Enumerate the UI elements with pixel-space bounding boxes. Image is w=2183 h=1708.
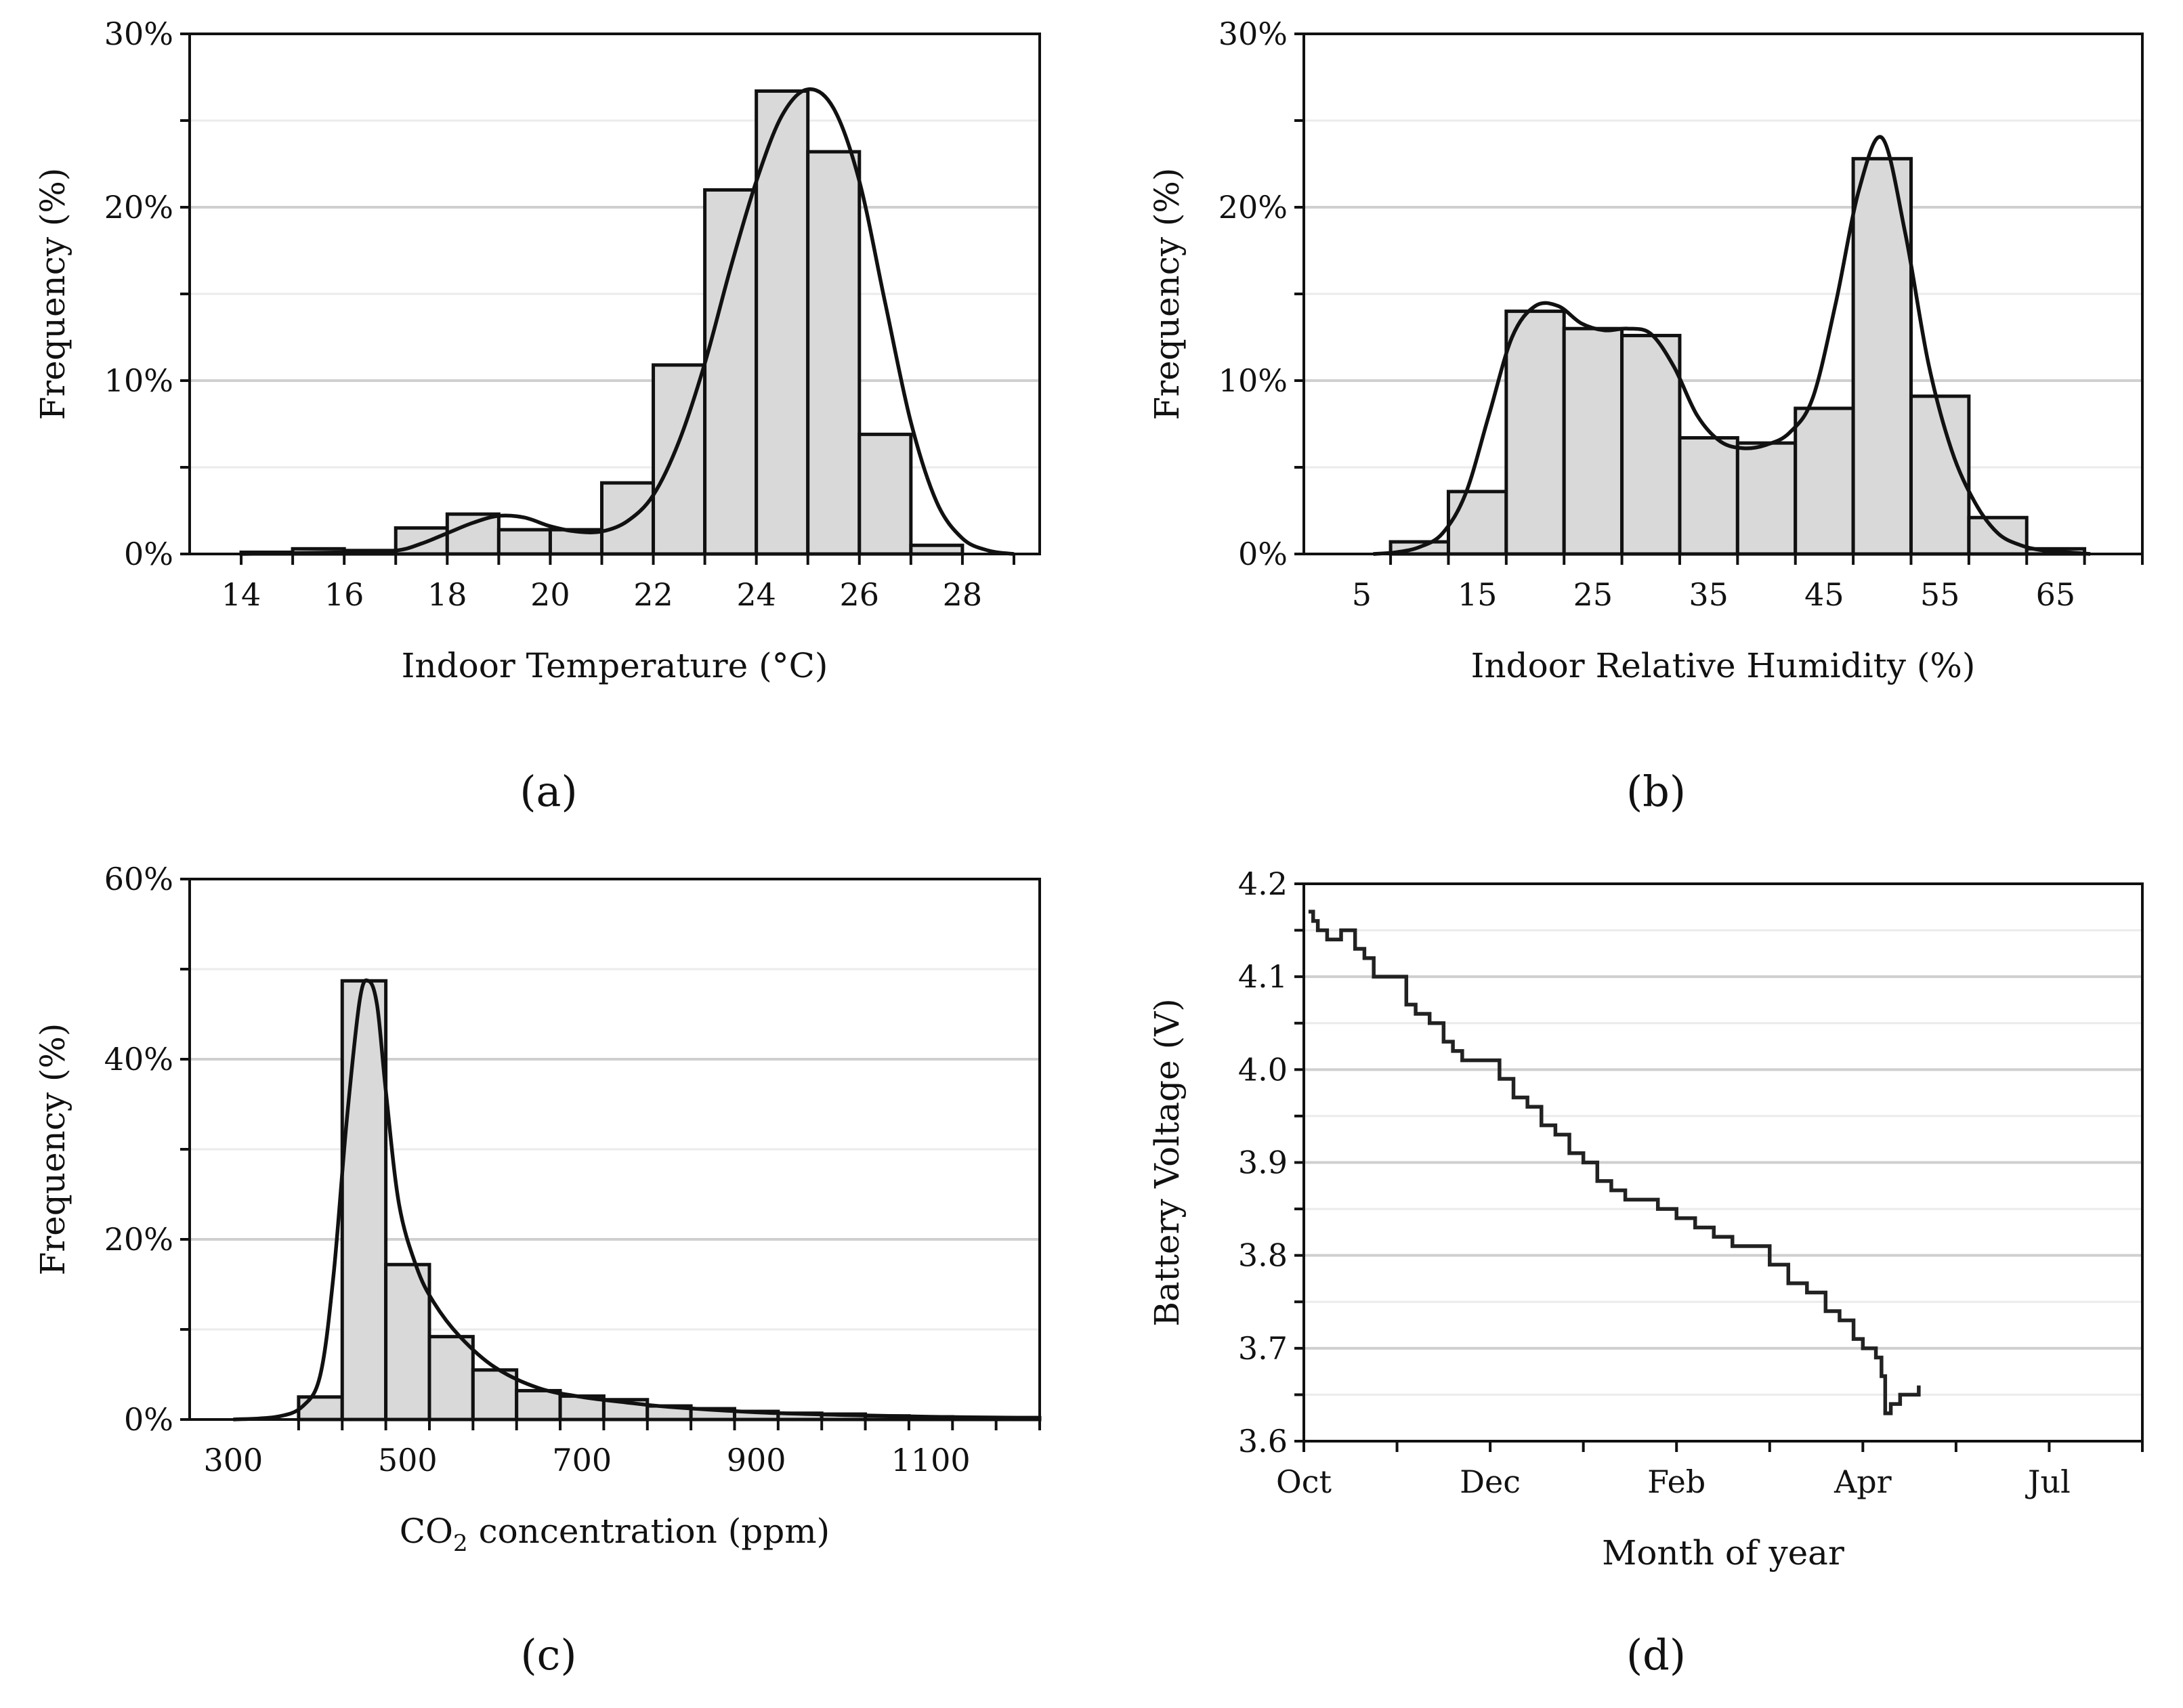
x-tick-label: 20 — [530, 576, 570, 613]
y-tick-label: 4.1 — [1238, 958, 1288, 995]
panel-label-a: (a) — [520, 767, 577, 816]
y-tick-label: 20% — [104, 189, 173, 226]
panel-d: 3.6 3.7 3.8 3.9 4.0 4.1 4.2 Oct Dec Feb Apr Jul Mont… — [1147, 866, 2144, 1573]
y-tick-label: 20% — [104, 1221, 173, 1258]
x-tick-label: 25 — [1573, 576, 1613, 613]
histogram-bar — [806, 150, 862, 556]
x-tick-label: Jul — [2025, 1464, 2071, 1500]
y-tick-label: 30% — [104, 16, 173, 52]
y-tick-label: 4.2 — [1238, 866, 1288, 902]
distribution-fit-curve — [241, 87, 1015, 556]
x-tick-label: Dec — [1460, 1464, 1521, 1500]
series-line-battery-voltage — [1308, 910, 1921, 1415]
x-tick-label: 26 — [840, 576, 880, 613]
x-tick-label: Feb — [1647, 1464, 1705, 1500]
histogram-bar — [340, 979, 388, 1422]
x-tick-label: Oct — [1276, 1464, 1332, 1500]
y-tick-label: 3.8 — [1238, 1237, 1288, 1274]
histogram-bar — [857, 432, 913, 556]
histogram-bar — [1909, 394, 1971, 556]
histogram-bar — [445, 512, 501, 556]
histogram-bar — [496, 528, 552, 556]
panel-c: 0% 20% 40% 60% 300 500 700 900 1100 CO2 concentra… — [33, 861, 1042, 1557]
histogram-bar — [297, 1395, 344, 1422]
x-tick-label: 900 — [727, 1442, 786, 1478]
x-tick-label: 24 — [736, 576, 776, 613]
x-axis-label: Month of year — [1602, 1533, 1844, 1573]
x-tick-label: 65 — [2036, 576, 2076, 613]
x-axis-label: Indoor Temperature (°C) — [402, 646, 828, 685]
histogram-bar — [1504, 309, 1566, 556]
y-tick-label: 60% — [104, 861, 173, 897]
y-tick-label: 0% — [124, 536, 173, 572]
y-axis-label: Battery Voltage (V) — [1147, 998, 1187, 1327]
histogram-bar — [599, 481, 656, 556]
histogram-bar — [755, 89, 810, 556]
x-axis-label-main: CO — [400, 1512, 453, 1551]
x-tick-label: 700 — [552, 1442, 612, 1478]
x-tick-label: 16 — [324, 576, 364, 613]
y-axis-label: Frequency (%) — [33, 1023, 72, 1276]
x-axis-label-rest: concentration (ppm) — [468, 1512, 830, 1551]
y-tick-label: 3.7 — [1238, 1330, 1288, 1367]
y-tick-label: 10% — [104, 362, 173, 399]
y-tick-label: 4.0 — [1238, 1051, 1288, 1088]
histogram-bar — [1678, 435, 1739, 556]
y-tick-label: 40% — [104, 1041, 173, 1077]
histogram-bar — [515, 1388, 562, 1422]
histogram-bar — [1620, 333, 1682, 556]
x-axis-label-subscript: 2 — [453, 1530, 468, 1557]
x-tick-label: 14 — [221, 576, 261, 613]
panel-label-d: (d) — [1626, 1630, 1686, 1680]
histogram-bar — [703, 188, 759, 556]
histogram-bar — [1794, 406, 1855, 556]
panel-b: 0% 10% 20% 30% 5 15 25 35 45 55 65 Indoor Relative … — [1147, 16, 2144, 685]
y-axis-label: Frequency (%) — [33, 168, 72, 421]
x-tick-label: 500 — [378, 1442, 438, 1478]
y-tick-label: 0% — [1238, 536, 1288, 572]
histogram-bar — [1967, 515, 2029, 556]
distribution-fit-curve — [233, 978, 1040, 1422]
x-tick-label: 45 — [1804, 576, 1844, 613]
x-tick-label: 22 — [633, 576, 673, 613]
x-tick-label: 28 — [943, 576, 983, 613]
y-tick-label: 3.6 — [1238, 1423, 1288, 1459]
x-axis-label: Indoor Relative Humidity (%) — [1471, 646, 1976, 685]
x-tick-label: 35 — [1689, 576, 1729, 613]
y-axis-label: Frequency (%) — [1147, 168, 1187, 421]
x-tick-label: Apr — [1834, 1464, 1892, 1500]
panel-a: 0% 10% 20% 30% 14 16 18 20 22 24 26 28 Indoor Temper… — [33, 16, 1041, 685]
x-tick-label: 15 — [1458, 576, 1498, 613]
y-tick-label: 0% — [124, 1401, 173, 1438]
distribution-fit-curve — [1373, 135, 2091, 556]
x-tick-label: 18 — [427, 576, 467, 613]
x-axis-label: CO2 concentration (ppm) — [400, 1512, 830, 1557]
panel-label-b: (b) — [1626, 767, 1686, 816]
y-tick-label: 30% — [1218, 16, 1288, 52]
y-tick-label: 3.9 — [1238, 1145, 1288, 1181]
panel-label-c: (c) — [520, 1630, 576, 1680]
histogram-bar — [384, 1262, 431, 1422]
histogram-bar — [1446, 490, 1508, 556]
y-tick-label: 20% — [1218, 189, 1288, 226]
histogram-bar — [427, 1335, 475, 1422]
y-tick-label: 10% — [1218, 362, 1288, 399]
histogram-bar — [1851, 156, 1913, 556]
histogram-bar — [1562, 326, 1624, 556]
x-tick-label: 300 — [203, 1442, 263, 1478]
x-tick-label: 5 — [1352, 576, 1372, 613]
x-tick-label: 1100 — [891, 1442, 971, 1478]
x-tick-label: 55 — [1920, 576, 1960, 613]
histogram-bar — [1735, 441, 1798, 556]
